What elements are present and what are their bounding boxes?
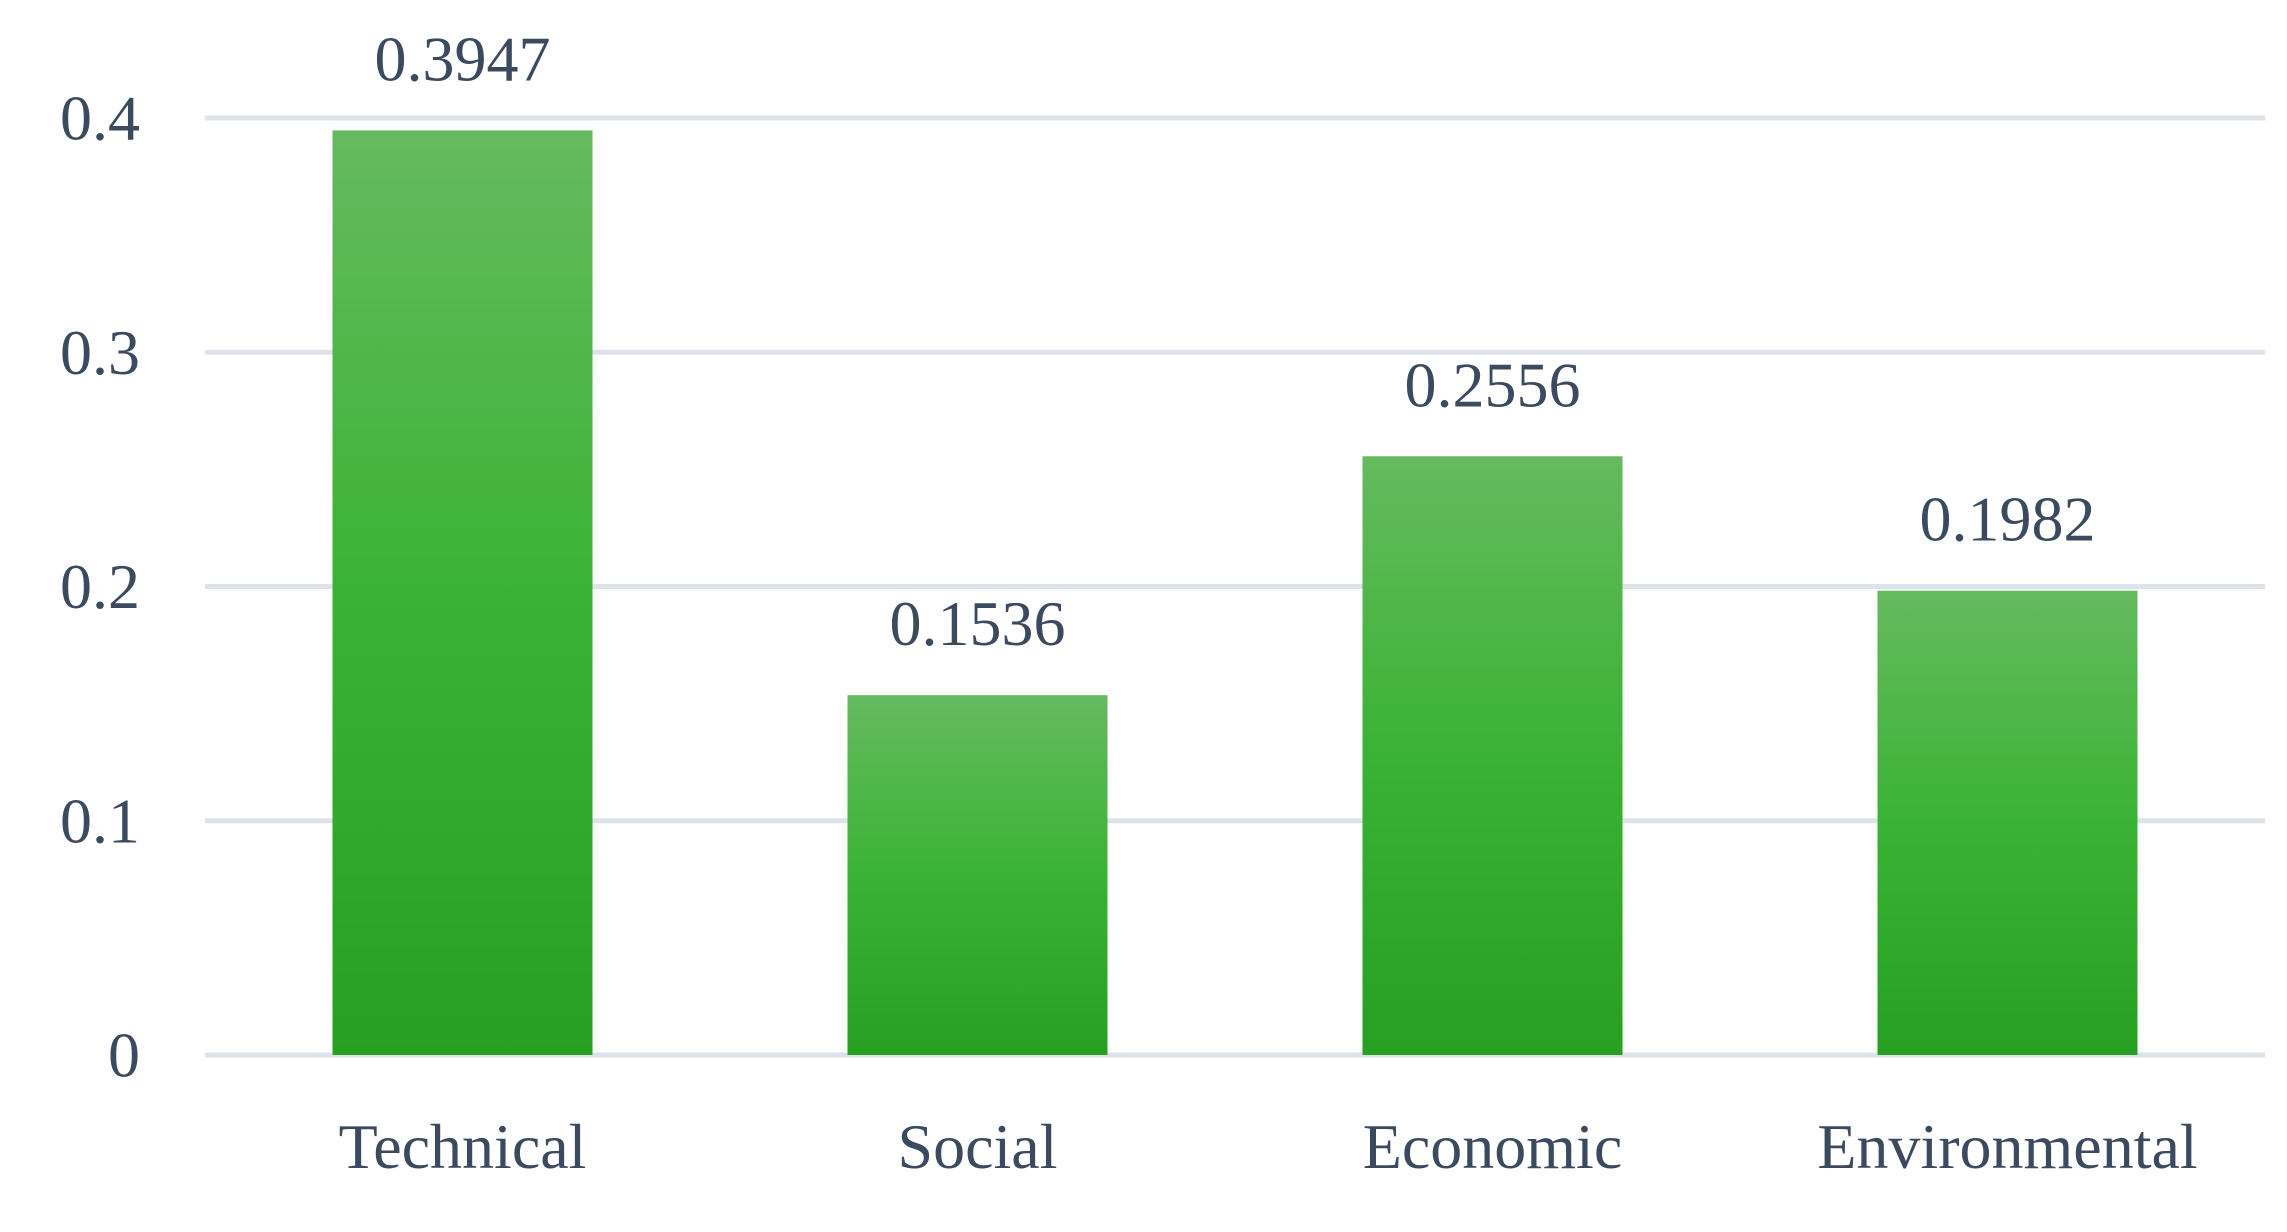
x-axis-category-labels: Technical Social Economic Environmental — [339, 1111, 2198, 1182]
data-label-environmental: 0.1982 — [1920, 484, 2096, 555]
bar-technical — [332, 130, 593, 1055]
category-label-economic: Economic — [1363, 1111, 1622, 1182]
data-label-social: 0.1536 — [890, 588, 1066, 659]
y-tick-label: 0.1 — [60, 785, 140, 856]
category-label-social: Social — [898, 1111, 1058, 1182]
y-tick-label: 0.4 — [60, 83, 140, 154]
bar-economic — [1362, 456, 1623, 1056]
y-tick-label: 0 — [108, 1020, 140, 1091]
bar-social — [847, 695, 1108, 1055]
data-label-economic: 0.2556 — [1405, 349, 1581, 420]
data-label-technical: 0.3947 — [375, 23, 551, 94]
y-axis-tick-labels: 0 0.1 0.2 0.3 0.4 — [60, 83, 140, 1091]
bar-environmental — [1877, 590, 2138, 1055]
bars — [332, 130, 2138, 1056]
y-tick-label: 0.2 — [60, 551, 140, 622]
data-labels: 0.3947 0.1536 0.2556 0.1982 — [375, 23, 2096, 659]
category-label-environmental: Environmental — [1817, 1111, 2197, 1182]
category-label-technical: Technical — [339, 1111, 587, 1182]
y-tick-label: 0.3 — [60, 317, 140, 388]
